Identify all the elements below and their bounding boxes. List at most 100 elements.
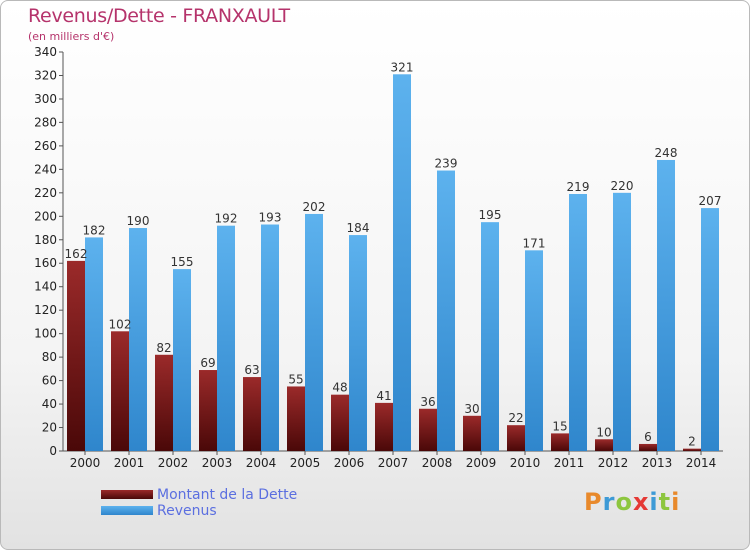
data-label-debt: 48 <box>332 381 347 395</box>
x-tick-label: 2008 <box>422 456 453 470</box>
data-label-debt: 55 <box>288 372 303 386</box>
x-tick-label: 2005 <box>290 456 321 470</box>
bar-debt <box>111 331 129 451</box>
data-label-debt: 2 <box>688 435 696 449</box>
y-tick-label: 220 <box>34 186 57 200</box>
bar-debt <box>419 408 437 451</box>
x-tick-label: 2003 <box>202 456 233 470</box>
data-label-revenus: 192 <box>215 212 238 226</box>
data-label-revenus: 195 <box>479 208 502 222</box>
x-tick-label: 2000 <box>70 456 101 470</box>
logo-letter: P <box>584 488 603 516</box>
data-label-revenus: 220 <box>611 179 634 193</box>
y-tick-label: 160 <box>34 256 57 270</box>
data-label-debt: 41 <box>376 389 391 403</box>
data-label-revenus: 190 <box>127 214 150 228</box>
x-tick-label: 2007 <box>378 456 409 470</box>
legend-label-debt: Montant de la Dette <box>157 487 298 503</box>
x-tick-label: 2010 <box>510 456 541 470</box>
x-tick-label: 2001 <box>114 456 145 470</box>
bar-revenus <box>129 228 147 451</box>
bar-debt <box>551 433 569 451</box>
bar-debt <box>67 260 85 451</box>
y-tick-label: 60 <box>42 374 57 388</box>
data-labels: 1621821021908215569192631935520248184413… <box>65 60 722 448</box>
y-tick-label: 200 <box>34 209 57 223</box>
data-label-revenus: 239 <box>435 157 458 171</box>
proxiti-logo: Proxiti <box>584 488 680 516</box>
chart-title: Revenus/Dette - FRANXAULT <box>28 5 290 27</box>
x-tick-label: 2014 <box>686 456 717 470</box>
bar-revenus <box>569 193 587 451</box>
bars <box>67 74 719 451</box>
bar-debt <box>639 443 657 451</box>
data-label-revenus: 193 <box>259 211 282 225</box>
bar-debt <box>199 370 217 451</box>
bar-debt <box>595 439 613 451</box>
bar-revenus <box>261 224 279 451</box>
data-label-debt: 10 <box>596 425 611 439</box>
data-label-revenus: 184 <box>347 221 370 235</box>
y-tick-label: 100 <box>34 327 57 341</box>
bar-debt <box>287 386 305 451</box>
legend-swatch-revenus <box>101 506 153 515</box>
bar-debt <box>463 415 481 451</box>
chart-subtitle: (en milliers d'€) <box>28 30 115 43</box>
logo-letter: o <box>615 488 633 516</box>
data-label-debt: 82 <box>156 341 171 355</box>
y-tick-label: 20 <box>42 421 57 435</box>
data-label-revenus: 155 <box>171 255 194 269</box>
bar-revenus <box>305 213 323 451</box>
bar-debt <box>375 402 393 451</box>
y-tick-label: 300 <box>34 92 57 106</box>
x-tick-label: 2006 <box>334 456 365 470</box>
x-tick-label: 2009 <box>466 456 497 470</box>
y-tick-label: 320 <box>34 68 57 82</box>
y-tick-label: 280 <box>34 115 57 129</box>
logo-letter: r <box>602 488 616 516</box>
data-label-revenus: 219 <box>567 180 590 194</box>
logo-letter: x <box>632 488 650 516</box>
bar-debt <box>243 377 261 451</box>
bar-debt <box>155 354 173 451</box>
bar-revenus <box>437 170 455 451</box>
y-tick-label: 140 <box>34 280 57 294</box>
data-label-debt: 30 <box>464 402 479 416</box>
x-tick-label: 2002 <box>158 456 189 470</box>
x-tick-label: 2013 <box>642 456 673 470</box>
bar-revenus <box>657 159 675 451</box>
data-label-revenus: 182 <box>83 223 106 237</box>
y-tick-label: 0 <box>49 444 57 458</box>
data-label-revenus: 207 <box>699 194 722 208</box>
y-tick-label: 40 <box>42 397 57 411</box>
data-label-revenus: 248 <box>655 146 678 160</box>
bar-revenus <box>393 74 411 451</box>
x-tick-label: 2011 <box>554 456 585 470</box>
bar-debt <box>683 448 701 451</box>
data-label-debt: 63 <box>244 363 259 377</box>
data-label-debt: 6 <box>644 430 652 444</box>
bar-revenus <box>349 235 367 451</box>
bar-revenus <box>613 192 631 451</box>
logo-letter: t <box>658 488 672 516</box>
bar-revenus <box>217 225 235 451</box>
bar-debt <box>507 425 525 451</box>
data-label-debt: 102 <box>109 317 132 331</box>
logo-letter: i <box>649 488 659 516</box>
y-tick-label: 120 <box>34 303 57 317</box>
legend-swatch-debt <box>101 490 153 499</box>
bar-revenus <box>85 237 103 451</box>
bar-revenus <box>525 250 543 451</box>
data-label-revenus: 321 <box>391 60 414 74</box>
logo-letter: i <box>671 488 681 516</box>
bar-revenus <box>701 208 719 451</box>
data-label-revenus: 171 <box>523 236 546 250</box>
x-tick-label: 2012 <box>598 456 629 470</box>
data-label-debt: 36 <box>420 395 435 409</box>
bar-debt <box>331 394 349 451</box>
bar-revenus <box>481 222 499 451</box>
data-label-debt: 22 <box>508 411 523 425</box>
legend-label-revenus: Revenus <box>157 503 217 519</box>
